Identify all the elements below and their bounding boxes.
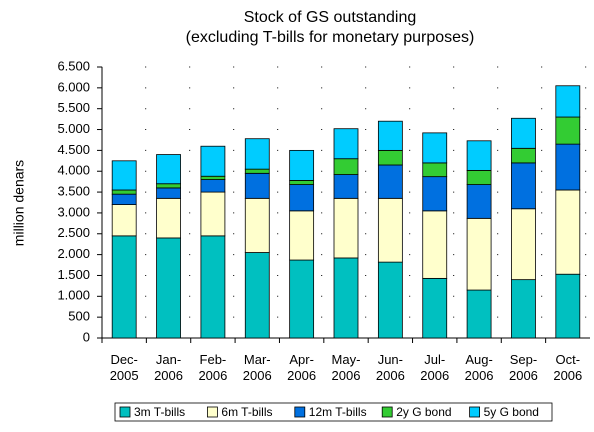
bar-segment — [422, 210, 448, 279]
x-tick-label: May-2006 — [331, 352, 361, 383]
bar-segment — [466, 169, 492, 185]
bar-segment — [377, 120, 403, 151]
y-tick-label: 2.000 — [57, 246, 90, 261]
bar-segment — [111, 193, 137, 205]
bar-segment — [422, 176, 448, 212]
bar-segment — [244, 138, 270, 170]
y-tick-label: 5.500 — [57, 100, 90, 115]
y-tick-label: 6.000 — [57, 79, 90, 94]
bar-segment — [244, 172, 270, 199]
bar-segment — [333, 128, 359, 160]
bar-segment — [377, 149, 403, 166]
bar-segment — [156, 187, 181, 199]
bar-segment — [333, 197, 359, 259]
y-tick-label: 500 — [68, 309, 90, 324]
y-tick-label: 1.500 — [57, 267, 90, 282]
bar-segment — [511, 162, 536, 210]
legend-label: 5y G bond — [484, 405, 539, 419]
bar-segment — [422, 162, 448, 178]
bar-segment — [466, 184, 492, 219]
bar-segment — [422, 277, 448, 339]
bar-segment — [289, 184, 315, 212]
bar-segment — [555, 85, 581, 118]
bar-segment — [200, 235, 226, 339]
bar-segment — [333, 158, 359, 175]
y-tick-label: 4.000 — [57, 163, 90, 178]
bar-segment — [244, 197, 270, 253]
y-tick-label: 4.500 — [57, 142, 90, 157]
bar-segment — [200, 175, 226, 180]
bar-segment — [111, 160, 137, 191]
bar-segment — [466, 217, 492, 291]
bar-segment — [466, 289, 492, 339]
bar-segment — [244, 168, 270, 174]
x-tick-label: Sep-2006 — [508, 352, 538, 383]
bar-segment — [111, 235, 137, 339]
legend-label: 3m T-bills — [134, 405, 185, 419]
legend-label: 6m T-bills — [221, 405, 272, 419]
x-tick-label: Apr-2006 — [287, 352, 317, 383]
bar-segment — [289, 210, 315, 261]
x-tick-label: Jun-2006 — [375, 352, 405, 383]
bar-segment — [466, 140, 492, 171]
bar-segment — [156, 154, 181, 185]
x-tick-label: Aug-2006 — [464, 352, 494, 383]
x-tick-label: Oct-2006 — [553, 352, 583, 383]
bar-segment — [289, 149, 315, 181]
legend-swatch — [206, 406, 218, 418]
y-tick-label: 0 — [83, 329, 90, 344]
bar-segment — [156, 237, 181, 339]
legend-label: 2y G bond — [396, 405, 451, 419]
x-tick-label: Jan-2006 — [154, 352, 183, 383]
y-tick-label: 5.000 — [57, 121, 90, 136]
chart-subtitle: (excluding T-bills for monetary purposes… — [186, 29, 475, 46]
x-tick-label: Feb-2006 — [198, 352, 228, 383]
legend-swatch — [469, 406, 481, 418]
bar-segment — [377, 197, 403, 263]
bar-segment — [555, 116, 581, 145]
bar-segment — [555, 273, 581, 339]
bar-segment — [244, 252, 270, 339]
x-tick-label: Dec-2005 — [109, 352, 139, 383]
bar-segment — [377, 164, 403, 199]
bar-segment — [333, 174, 359, 199]
legend-swatch — [294, 406, 306, 418]
y-tick-label: 3.500 — [57, 184, 90, 199]
bar-segment — [111, 204, 137, 237]
bar-segment — [111, 189, 137, 195]
y-axis-label: million denars — [11, 160, 27, 246]
bar-segment — [422, 132, 448, 164]
bar-segment — [511, 208, 536, 281]
bar-segment — [377, 261, 403, 339]
legend-swatch — [119, 406, 131, 418]
legend-swatch — [381, 406, 393, 418]
y-tick-label: 6.500 — [57, 58, 90, 73]
bar-segment — [200, 191, 226, 237]
bar-segment — [289, 259, 315, 339]
bar-segment — [200, 179, 226, 193]
x-tick-label: Mar-2006 — [242, 352, 272, 383]
bar-segment — [511, 279, 536, 339]
bar-segment — [200, 145, 226, 177]
bar-segment — [511, 117, 536, 149]
y-tick-label: 2.500 — [57, 225, 90, 240]
x-tick-label: Jul-2006 — [420, 352, 450, 383]
bar-segment — [289, 180, 315, 185]
chart-title: Stock of GS outstanding — [244, 9, 417, 26]
bar-segment — [511, 147, 536, 164]
y-tick-label: 3.000 — [57, 204, 90, 219]
bar-segment — [555, 189, 581, 275]
bar-segment — [156, 197, 181, 239]
legend-label: 12m T-bills — [309, 405, 367, 419]
legend-box — [114, 402, 553, 422]
bar-segment — [156, 183, 181, 189]
bar-segment — [555, 143, 581, 191]
bar-segment — [333, 257, 359, 339]
y-tick-label: 1.000 — [57, 288, 90, 303]
